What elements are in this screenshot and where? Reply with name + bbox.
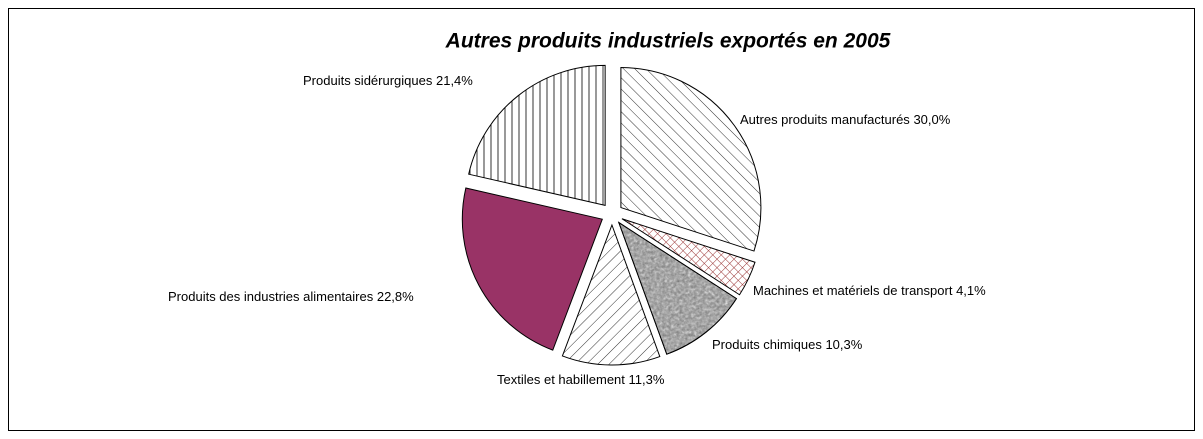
slice-label-value: 30,0% — [913, 112, 950, 127]
slice-label: Machines et matériels de transport 4,1% — [753, 283, 986, 298]
slice-label-value: 11,3% — [629, 372, 665, 387]
slice-label: Produits chimiques 10,3% — [712, 337, 863, 352]
slice-label: Textiles et habillement 11,3% — [497, 372, 665, 387]
slice-label-value: 4,1% — [956, 283, 986, 298]
slice-label-name: Autres produits manufacturés — [740, 112, 910, 127]
slice-label-name: Produits chimiques — [712, 337, 822, 352]
pie-slice — [621, 218, 756, 296]
pie-slice — [468, 64, 606, 207]
pie-slice — [620, 67, 762, 252]
slice-label: Produits sidérurgiques 21,4% — [303, 73, 473, 88]
slice-label-name: Textiles et habillement — [497, 372, 625, 387]
slice-label-value: 22,8% — [377, 289, 414, 304]
slice-label-name: Produits sidérurgiques — [303, 73, 433, 88]
pie-slice-outline — [617, 221, 738, 355]
slice-label-value: 10,3% — [825, 337, 862, 352]
chart-title: Autres produits industriels exportés en … — [445, 30, 891, 53]
slice-label: Autres produits manufacturés 30,0% — [740, 112, 951, 127]
slice-label-value: 21,4% — [436, 73, 473, 88]
slice-label: Produits des industries alimentaires 22,… — [168, 289, 414, 304]
pie-slice — [561, 223, 661, 366]
pie-slice — [461, 187, 603, 351]
slice-label-name: Produits des industries alimentaires — [168, 289, 374, 304]
slice-label-name: Machines et matériels de transport — [753, 283, 953, 298]
